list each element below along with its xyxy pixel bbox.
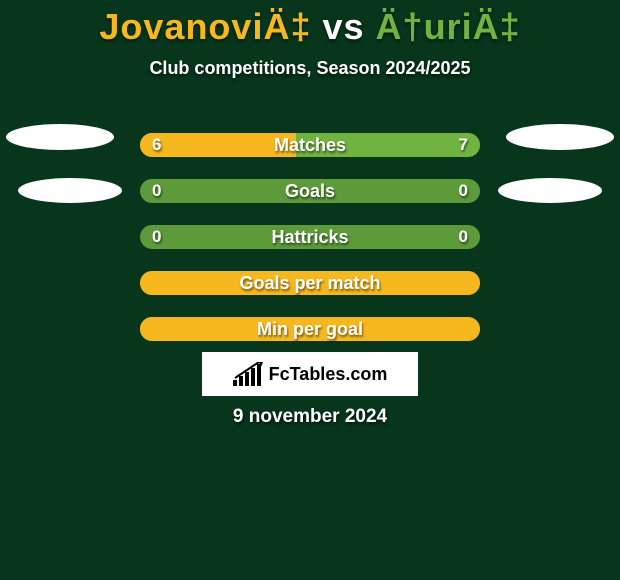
club-crest-placeholder — [506, 124, 614, 150]
bar-fill-left — [140, 133, 296, 157]
player1-name: JovanoviÄ‡ — [99, 6, 311, 47]
stat-row: Min per goal — [0, 306, 620, 352]
club-crest-placeholder — [6, 124, 114, 150]
bar-fill-right — [296, 133, 480, 157]
bar-track — [140, 179, 480, 203]
bar-track — [140, 317, 480, 341]
player2-name: Ä†uriÄ‡ — [376, 6, 521, 47]
page-title: JovanoviÄ‡ vs Ä†uriÄ‡ — [0, 0, 620, 48]
logo-box: FcTables.com — [202, 352, 418, 396]
value-left: 0 — [152, 179, 161, 203]
logo-text: FcTables.com — [269, 364, 388, 385]
club-crest-placeholder — [18, 178, 122, 203]
bar-track — [140, 225, 480, 249]
stat-row: Hattricks00 — [0, 214, 620, 260]
fctables-icon — [233, 362, 263, 386]
value-right: 0 — [459, 179, 468, 203]
bar-track — [140, 133, 480, 157]
value-right: 7 — [459, 133, 468, 157]
bar-fill-left — [140, 317, 480, 341]
bar-fill-left — [140, 271, 480, 295]
club-crest-placeholder — [498, 178, 602, 203]
subtitle: Club competitions, Season 2024/2025 — [0, 58, 620, 79]
value-left: 6 — [152, 133, 161, 157]
comparison-infographic: JovanoviÄ‡ vs Ä†uriÄ‡ Club competitions,… — [0, 0, 620, 580]
vs-text: vs — [322, 6, 364, 47]
bar-track — [140, 271, 480, 295]
value-left: 0 — [152, 225, 161, 249]
date-text: 9 november 2024 — [0, 406, 620, 428]
stat-rows: Matches67Goals00Hattricks00Goals per mat… — [0, 122, 620, 352]
value-right: 0 — [459, 225, 468, 249]
stat-row: Goals per match — [0, 260, 620, 306]
